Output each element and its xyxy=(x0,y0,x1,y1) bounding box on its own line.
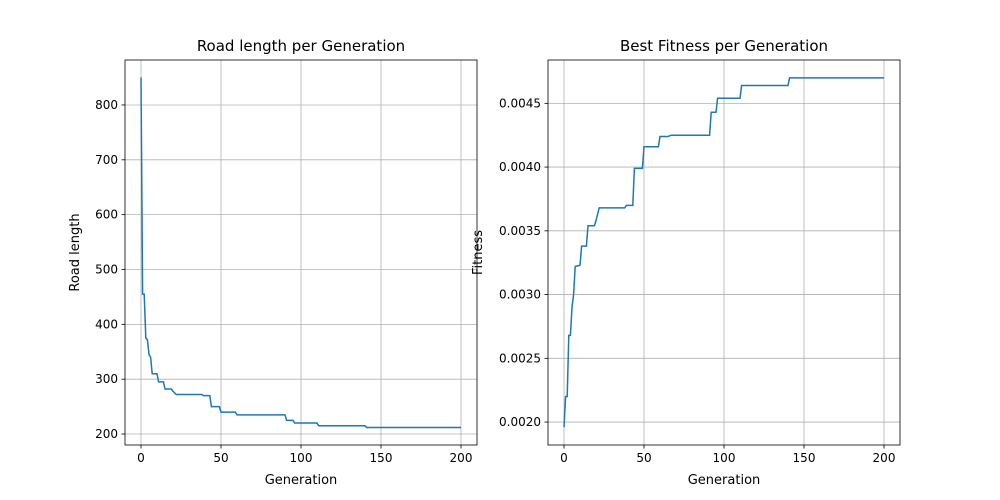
plot-frame xyxy=(124,59,478,446)
y-tick-label: 0.0040 xyxy=(499,160,541,174)
x-axis-label: Generation xyxy=(688,473,761,488)
y-tick-label: 0.0020 xyxy=(499,415,541,429)
data-line xyxy=(140,77,461,429)
y-tick-label: 500 xyxy=(95,263,118,277)
x-tick-label: 100 xyxy=(713,451,736,465)
y-tick-label: 200 xyxy=(95,427,118,441)
x-tick-label: 50 xyxy=(636,451,651,465)
y-tick-label: 0.0030 xyxy=(499,288,541,302)
y-tick-label: 0.0035 xyxy=(499,224,541,238)
x-tick-label: 0 xyxy=(137,451,145,465)
y-axis-label: Fitness xyxy=(471,230,486,275)
chart-title: Road length per Generation xyxy=(197,37,405,55)
y-tick-label: 300 xyxy=(95,372,118,386)
data-line xyxy=(563,77,884,428)
x-tick-label: 50 xyxy=(213,451,228,465)
x-tick-label: 200 xyxy=(873,451,896,465)
y-tick-label: 0.0045 xyxy=(499,96,541,110)
y-axis-label: Road length xyxy=(68,213,83,291)
x-tick-label: 0 xyxy=(560,451,568,465)
y-tick-label: 0.0025 xyxy=(499,351,541,365)
y-tick-label: 700 xyxy=(95,153,118,167)
x-tick-label: 200 xyxy=(450,451,473,465)
chart-title: Best Fitness per Generation xyxy=(620,37,828,55)
x-tick-label: 150 xyxy=(793,451,816,465)
y-tick-label: 800 xyxy=(95,98,118,112)
x-tick-label: 150 xyxy=(370,451,393,465)
x-axis-label: Generation xyxy=(265,473,338,488)
x-tick-label: 100 xyxy=(290,451,313,465)
y-tick-label: 600 xyxy=(95,208,118,222)
subplot: 0 50 100 150 200 200 300 400 500 600 700 800 Road le… xyxy=(68,37,478,488)
plot-frame xyxy=(547,59,901,446)
y-tick-label: 400 xyxy=(95,317,118,331)
subplot: 0 50 100 150 200 0.0020 0.0025 0.0030 0.0035 0.00… xyxy=(471,37,901,488)
